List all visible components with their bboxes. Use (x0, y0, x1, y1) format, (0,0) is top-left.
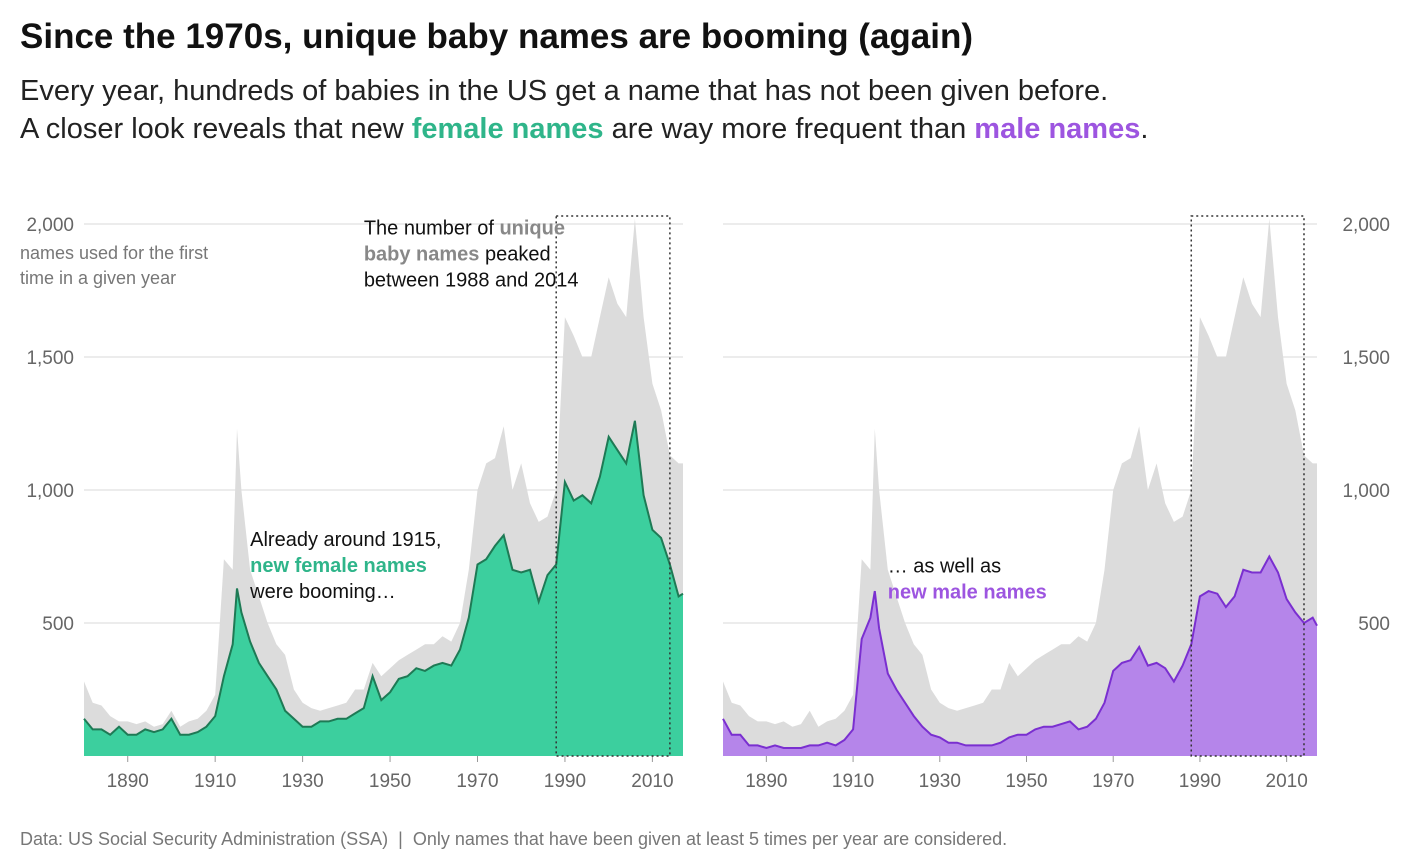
x-tick-label: 1890 (107, 771, 149, 792)
text-part: male names (974, 113, 1140, 145)
y-tick-label: 1,000 (26, 481, 74, 502)
line (722, 554, 1318, 750)
area (723, 556, 1317, 756)
text-part: were booming… (249, 581, 396, 603)
text-part: are way more frequent than (604, 113, 975, 145)
x-tick-label: 1970 (456, 771, 498, 792)
highlight-box (555, 215, 671, 757)
x-tick-label: 1890 (745, 771, 787, 792)
highlight-box (1190, 215, 1305, 757)
text-part: new male names (888, 581, 1047, 603)
subtitle: Every year, hundreds of babies in the US… (20, 75, 1148, 145)
text-part: female names (412, 113, 604, 145)
y-tick-label: 2,000 (26, 215, 74, 236)
text-part: unique (499, 218, 565, 240)
chart-title: Since the 1970s, unique baby names are b… (20, 17, 973, 56)
x-tick-label: 2010 (631, 771, 673, 792)
text-part: between 1988 and 2014 (364, 270, 579, 292)
x-tick-label: 1970 (1092, 771, 1134, 792)
axis-label: time in a given year (20, 268, 176, 288)
text-part: baby names (364, 244, 480, 266)
x-tick-label: 1930 (281, 771, 323, 792)
x-tick-label: 1990 (544, 771, 586, 792)
y-tick-label: 1,500 (1342, 348, 1390, 369)
text-part: Already around 1915, (250, 529, 441, 551)
text-part: A closer look reveals that new (20, 113, 412, 145)
y-tick-label: 2,000 (1342, 215, 1390, 236)
text-part: The number of (364, 218, 500, 240)
annotation: Already around 1915, new female names were… (249, 529, 441, 603)
text-part: . (1140, 113, 1148, 145)
text-part: new female names (250, 555, 427, 577)
y-tick-label: 500 (1358, 614, 1390, 635)
x-tick-label: 1910 (194, 771, 236, 792)
x-tick-label: 1930 (919, 771, 961, 792)
y-tick-label: 1,000 (1342, 481, 1390, 502)
text-part: Every year, hundreds of babies in the US… (20, 75, 1108, 107)
axis-label: names used for the first (20, 243, 208, 263)
annotation: … as well as new male names (888, 555, 1047, 603)
x-tick-label: 1910 (832, 771, 874, 792)
footnote: Data: US Social Security Administration … (20, 829, 1007, 849)
x-tick-label: 1950 (1005, 771, 1047, 792)
line (83, 420, 684, 736)
annotation: The number of unique baby names peaked bet… (364, 218, 579, 292)
y-tick-label: 1,500 (26, 348, 74, 369)
area (84, 420, 683, 756)
x-tick-label: 1990 (1179, 771, 1221, 792)
text-part: peaked (479, 244, 550, 266)
text-part: … as well as (888, 555, 1001, 577)
x-tick-label: 1950 (369, 771, 411, 792)
x-tick-label: 2010 (1266, 771, 1308, 792)
y-tick-label: 500 (42, 614, 74, 635)
